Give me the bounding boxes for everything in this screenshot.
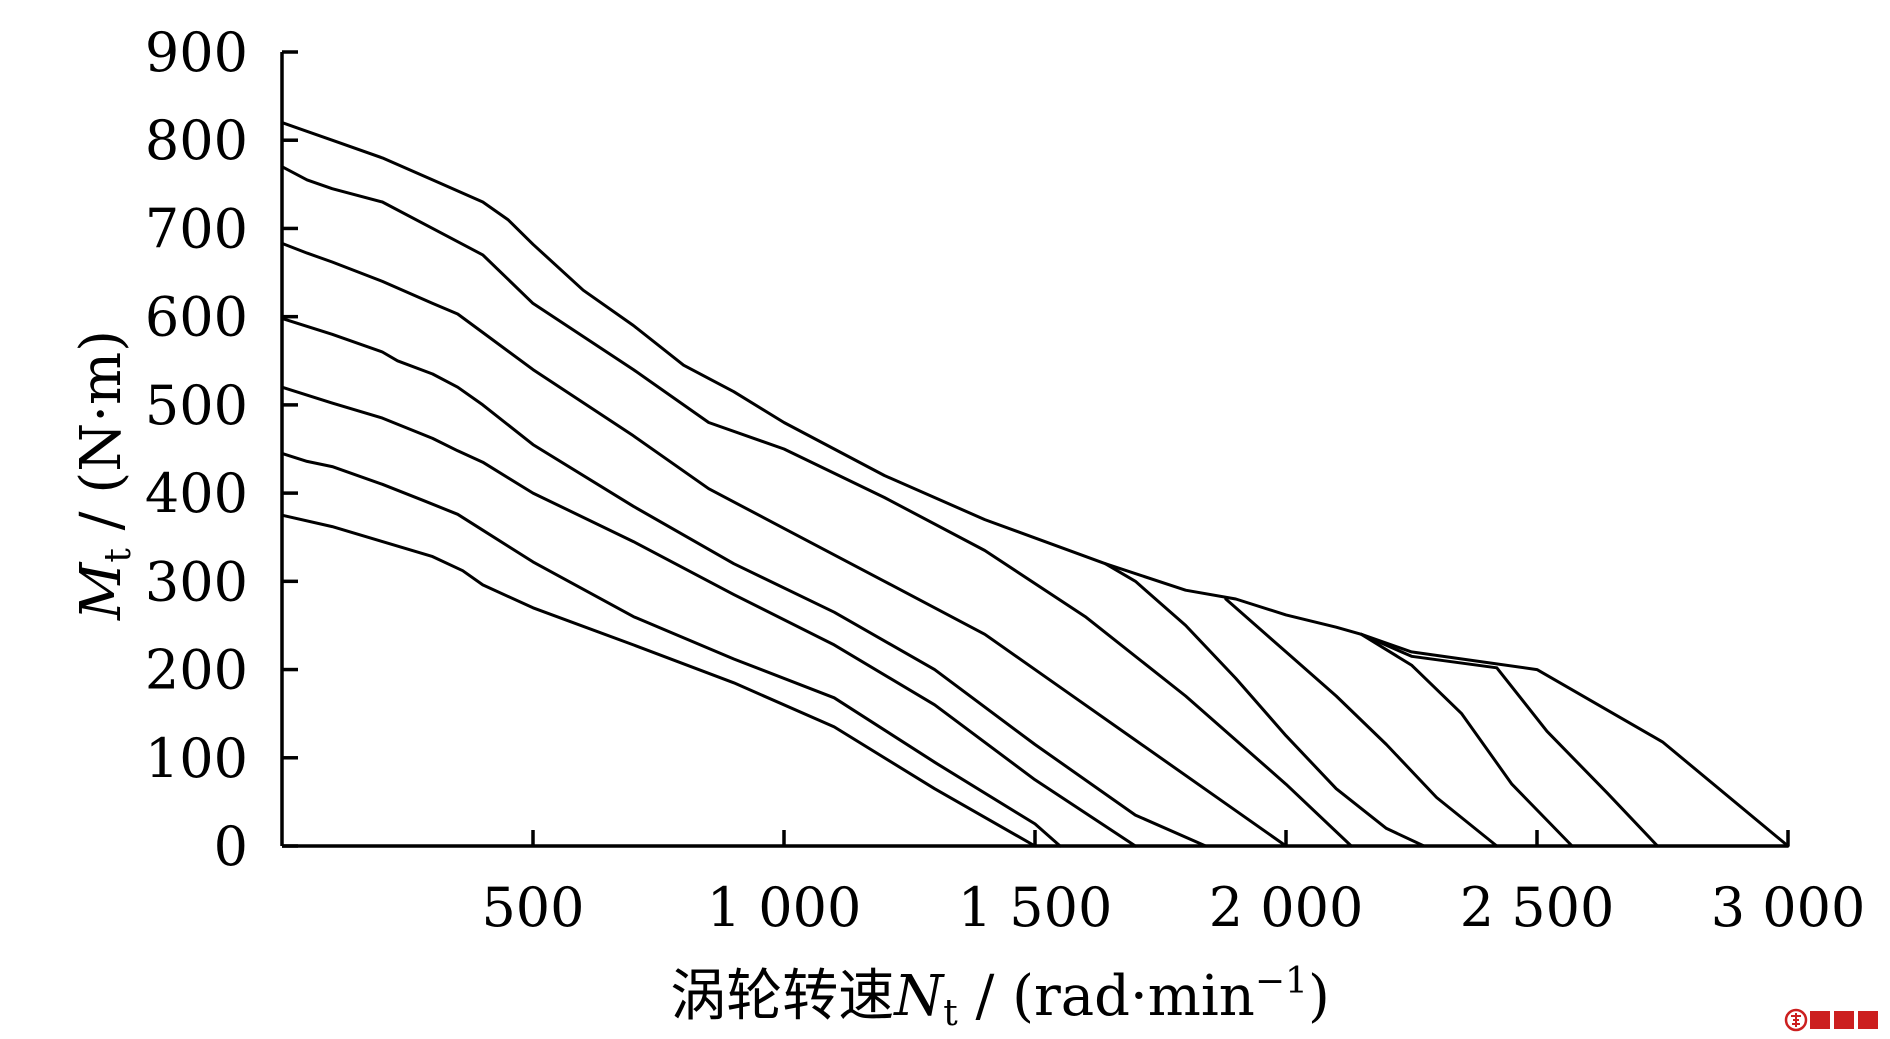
series-line-11 <box>1359 632 1659 848</box>
y-axis-title: Mt / (N·m) <box>69 330 139 621</box>
x-axis-title: 涡轮转速Nt / (rad·min−1) <box>670 961 1330 1034</box>
y-tick-label: 800 <box>145 109 248 172</box>
y-tick-label: 0 <box>214 815 248 878</box>
series-line-3 <box>280 385 1137 848</box>
x-axis-title-unit: / (rad·min <box>958 964 1255 1029</box>
y-tick-label: 300 <box>145 550 248 613</box>
x-ticks: 500 1 000 1 500 2 000 2 500 3 000 <box>481 830 1865 939</box>
x-axis-title-sup: −1 <box>1255 961 1308 1002</box>
series-line-9 <box>1224 597 1499 848</box>
y-tick-label: 600 <box>145 286 248 349</box>
x-axis-title-prefix: 涡轮转速 <box>670 964 894 1029</box>
y-tick-label: 200 <box>145 639 248 702</box>
series-line-1 <box>280 513 1037 848</box>
y-tick-label: 700 <box>145 197 248 260</box>
y-tick-label: 400 <box>145 462 248 525</box>
plot-area: 0 100 200 300 400 500 600 700 800 900 500 1 000 1 5… <box>145 21 1865 939</box>
series-line-4 <box>280 316 1208 848</box>
x-axis-title-sub: t <box>943 993 958 1034</box>
series-line-7 <box>280 121 1790 848</box>
watermark-char-1-icon <box>1810 1011 1830 1029</box>
y-axis-title-var: M <box>69 561 134 621</box>
series-line-2 <box>280 451 1062 848</box>
x-tick-label: 1 500 <box>958 876 1113 939</box>
series-line-6 <box>280 165 1353 848</box>
watermark-circle-icon <box>1784 1008 1808 1032</box>
series-line-8 <box>1103 562 1426 848</box>
x-tick-label: 500 <box>481 876 584 939</box>
watermark-glyph-icon <box>1791 1013 1801 1027</box>
y-axis-title-unit: / (N·m) <box>69 330 134 548</box>
y-tick-label: 100 <box>145 727 248 790</box>
watermark-logo <box>1784 1008 1878 1032</box>
y-tick-label: 500 <box>145 374 248 437</box>
series-line-5 <box>280 241 1288 848</box>
x-tick-label: 1 000 <box>707 876 862 939</box>
series-line-10 <box>1359 632 1574 848</box>
x-tick-label: 2 000 <box>1209 876 1364 939</box>
x-axis-title-var: N <box>892 964 945 1029</box>
x-tick-label: 3 000 <box>1711 876 1866 939</box>
watermark-char-2-icon <box>1834 1011 1854 1029</box>
x-axis-title-close: ) <box>1308 964 1330 1029</box>
x-tick-label: 2 500 <box>1460 876 1615 939</box>
y-tick-label: 900 <box>145 21 248 84</box>
y-axis-title-sub: t <box>98 548 139 563</box>
watermark-char-3-icon <box>1858 1011 1878 1029</box>
y-ticks: 0 100 200 300 400 500 600 700 800 900 <box>145 21 298 878</box>
series-lines <box>280 121 1790 848</box>
